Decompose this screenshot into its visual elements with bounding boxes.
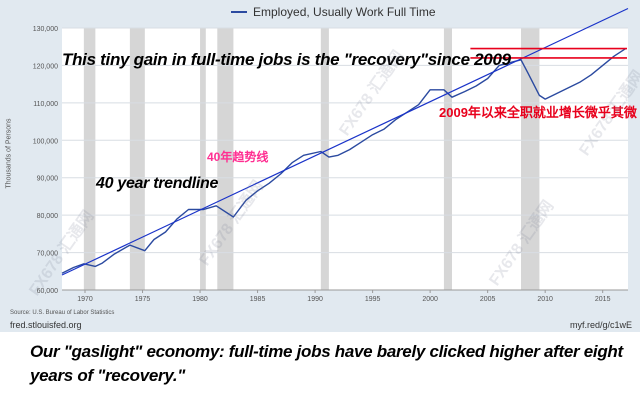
y-tick-label: 90,000 (37, 176, 59, 183)
x-tick-label: 1995 (365, 296, 381, 303)
chart-svg: 60,000 70,000 80,000 90,000 100,000 110,000 12… (33, 7, 629, 303)
y-tick-label: 100,000 (33, 138, 58, 145)
x-tick-label: 1975 (135, 296, 151, 303)
y-tick-label: 130,000 (33, 26, 58, 33)
y-tick-label: 60,000 (37, 288, 59, 295)
legend: Employed, Usually Work Full Time (231, 5, 436, 19)
trendline-annotation: 40 year trendline (96, 175, 219, 192)
short-url: myf.red/g/c1wE (569, 320, 632, 330)
y-axis-label-wrap: Thousands of Persons (4, 80, 14, 230)
y-axis-label: Thousands of Persons (5, 118, 13, 189)
y-tick-label: 110,000 (33, 101, 58, 108)
recession-band (200, 28, 206, 290)
x-tick-label: 2000 (422, 296, 438, 303)
legend-swatch (231, 11, 247, 13)
chart-panel: 60,000 70,000 80,000 90,000 100,000 110,000 12… (0, 0, 640, 332)
y-tick-label: 120,000 (33, 63, 58, 70)
x-tick-label: 2015 (595, 296, 611, 303)
cn-recovery-annotation: 2009年以来全职就业增长微乎其微 (439, 105, 637, 120)
recession-band (320, 28, 329, 290)
fred-url: fred.stlouisfed.org (10, 320, 82, 330)
x-tick-label: 1990 (307, 296, 323, 303)
caption: Our "gaslight" economy: full-time jobs h… (30, 342, 623, 385)
recession-band (83, 28, 96, 290)
x-tick-label: 1970 (77, 296, 93, 303)
x-tick-label: 1980 (192, 296, 208, 303)
recession-band (443, 28, 452, 290)
recession-band (129, 28, 145, 290)
y-tick-label: 80,000 (37, 213, 59, 220)
headline-annotation: This tiny gain in full-time jobs is the … (62, 50, 511, 69)
y-tick-label: 70,000 (37, 251, 59, 258)
x-tick-label: 2010 (537, 296, 553, 303)
trendline (61, 7, 629, 276)
recession-band (521, 28, 540, 290)
cn-trend-annotation: 40年趋势线 (207, 150, 269, 164)
recession-band (217, 28, 234, 290)
employment-series-line (61, 48, 627, 274)
x-tick-label: 1985 (250, 296, 266, 303)
legend-label: Employed, Usually Work Full Time (253, 5, 436, 19)
source-note: Source: U.S. Bureau of Labor Statistics (10, 310, 115, 316)
x-tick-label: 2005 (480, 296, 496, 303)
